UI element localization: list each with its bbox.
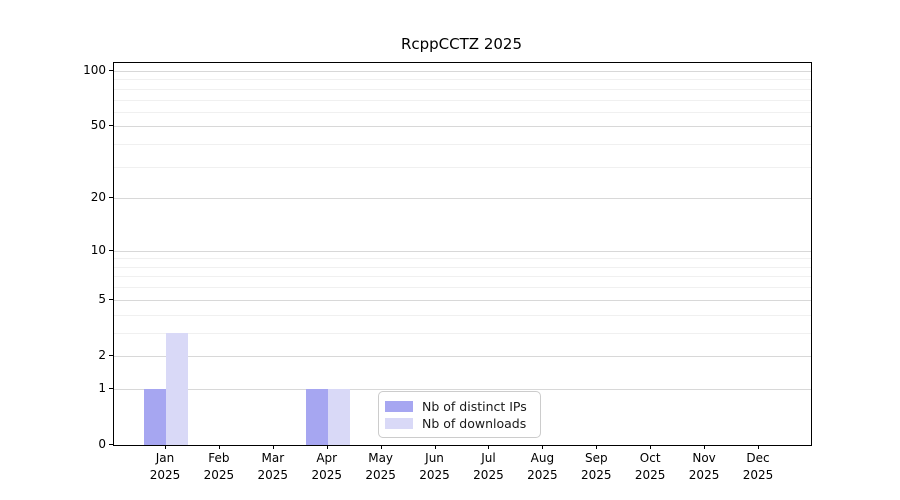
minor-gridline xyxy=(114,258,811,260)
x-tick-mark xyxy=(218,445,220,449)
x-tick-label: Nov 2025 xyxy=(688,451,720,482)
minor-gridline xyxy=(114,144,811,145)
x-tick-mark xyxy=(380,445,382,449)
x-tick-mark xyxy=(704,445,706,449)
minor-gridline xyxy=(114,287,811,289)
legend-label-downloads: Nb of downloads xyxy=(422,415,527,431)
minor-gridline xyxy=(114,332,811,334)
x-tick-mark xyxy=(165,445,166,449)
y-tick-label: 50 xyxy=(90,118,106,133)
y-tick-label: 5 xyxy=(98,291,106,306)
legend: Nb of distinct IPs Nb of downloads xyxy=(378,391,541,438)
bar-downloads-jan xyxy=(166,332,188,445)
minor-gridline xyxy=(114,99,811,101)
minor-gridline xyxy=(114,88,811,90)
chart-title: RcppCCTZ 2025 xyxy=(400,35,523,53)
y-tick-mark xyxy=(109,197,113,199)
major-gridline xyxy=(114,198,811,200)
major-gridline xyxy=(114,70,811,72)
major-gridline xyxy=(114,388,811,390)
y-tick-mark xyxy=(109,249,113,251)
x-tick-label: Oct 2025 xyxy=(634,451,666,482)
x-tick-label: May 2025 xyxy=(365,451,396,482)
y-tick-label: 20 xyxy=(90,190,106,205)
x-tick-mark xyxy=(326,445,328,449)
x-tick-mark xyxy=(596,445,598,449)
minor-gridline xyxy=(114,276,811,278)
x-tick-mark xyxy=(542,445,544,449)
x-tick-label: Jun 2025 xyxy=(419,451,450,482)
minor-gridline xyxy=(114,111,811,113)
y-tick-label: 10 xyxy=(90,242,106,257)
major-gridline xyxy=(114,250,811,252)
bar-distinct-ips-jan xyxy=(144,388,166,445)
x-tick-label: Mar 2025 xyxy=(257,451,289,482)
x-tick-label: Dec 2025 xyxy=(742,451,774,482)
x-tick-mark xyxy=(758,445,759,449)
x-tick-label: Jul 2025 xyxy=(473,451,504,482)
legend-item-downloads: Nb of downloads xyxy=(385,415,533,431)
x-tick-label: Sep 2025 xyxy=(580,451,612,482)
x-tick-mark xyxy=(272,445,274,449)
y-tick-mark xyxy=(109,298,113,300)
y-tick-mark xyxy=(109,69,113,71)
legend-swatch-distinct-ips xyxy=(385,400,413,412)
x-tick-mark xyxy=(434,445,436,449)
legend-label-distinct-ips: Nb of distinct IPs xyxy=(422,398,527,414)
minor-gridline xyxy=(114,266,811,268)
x-tick-label: Aug 2025 xyxy=(527,451,558,482)
y-tick-label: 1 xyxy=(98,380,106,395)
major-gridline xyxy=(114,126,811,128)
x-tick-label: Feb 2025 xyxy=(203,451,235,482)
legend-item-distinct-ips: Nb of distinct IPs xyxy=(385,398,533,414)
major-gridline xyxy=(114,299,811,301)
y-tick-mark xyxy=(109,125,113,127)
legend-swatch-downloads xyxy=(385,417,413,429)
plot-area xyxy=(113,62,812,446)
major-gridline xyxy=(114,355,811,357)
y-tick-mark xyxy=(109,354,113,356)
y-tick-label: 100 xyxy=(83,62,106,77)
bar-downloads-apr xyxy=(327,388,350,445)
bar-distinct-ips-apr xyxy=(305,388,328,445)
minor-gridline xyxy=(114,166,811,168)
y-tick-label: 0 xyxy=(98,437,106,451)
y-tick-label: 2 xyxy=(98,347,106,362)
x-tick-mark xyxy=(650,445,652,449)
minor-gridline xyxy=(114,314,811,316)
x-tick-mark xyxy=(488,445,490,449)
y-tick-mark xyxy=(109,444,113,445)
x-tick-label: Jan 2025 xyxy=(149,451,181,482)
x-tick-label: Apr 2025 xyxy=(311,451,342,482)
y-tick-mark xyxy=(109,387,113,389)
minor-gridline xyxy=(114,79,811,81)
